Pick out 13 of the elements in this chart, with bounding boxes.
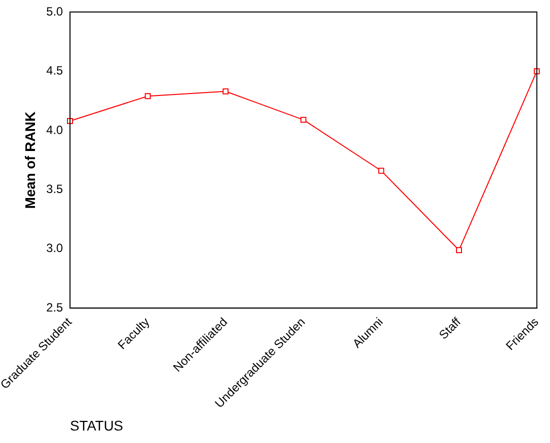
point <box>222 88 229 94</box>
x-axis-title: STATUS <box>70 417 124 434</box>
point <box>456 247 462 254</box>
y-tick-label: 4.0 <box>46 122 64 137</box>
y-tick-label: 3.5 <box>46 182 64 196</box>
y-tick-label: 5.0 <box>46 4 64 18</box>
y-tick-label: 4.5 <box>46 64 64 78</box>
point <box>378 168 384 174</box>
y-tick-label: 2.5 <box>46 300 64 314</box>
y-axis-title: Mean of RANK <box>22 111 38 209</box>
point <box>300 116 306 123</box>
y-tick-label: 3.0 <box>46 241 64 256</box>
point <box>144 93 151 100</box>
